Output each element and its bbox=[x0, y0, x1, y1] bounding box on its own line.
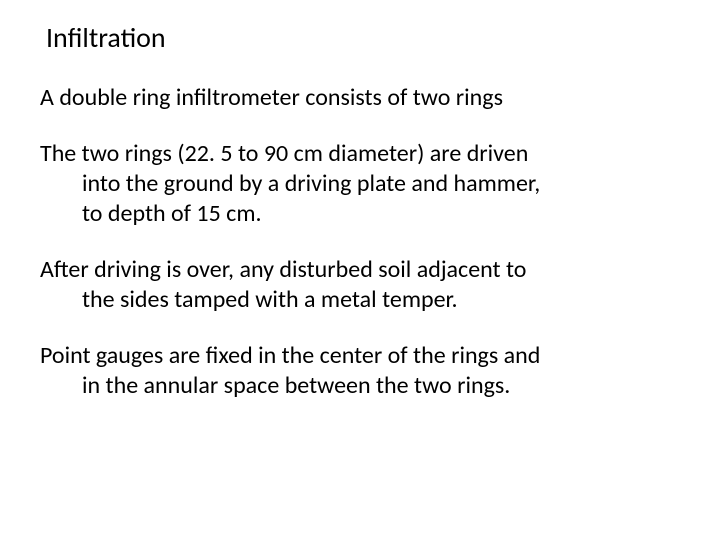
p2-line1: The two rings (22. 5 to 90 cm diameter) … bbox=[40, 139, 680, 169]
slide-body: A double ring infiltrometer consists of … bbox=[40, 83, 680, 401]
paragraph-4: Point gauges are fixed in the center of … bbox=[40, 341, 680, 401]
p2-line2: into the ground by a driving plate and h… bbox=[40, 169, 680, 199]
p4-line2: in the annular space between the two rin… bbox=[40, 371, 680, 401]
p1-line1: A double ring infiltrometer consists of … bbox=[40, 83, 680, 113]
p3-line2: the sides tamped with a metal temper. bbox=[40, 285, 680, 315]
slide-container: Infiltration A double ring infiltrometer… bbox=[0, 0, 720, 540]
paragraph-3: After driving is over, any disturbed soi… bbox=[40, 255, 680, 315]
slide-title: Infiltration bbox=[40, 20, 680, 55]
p2-line3: to depth of 15 cm. bbox=[40, 199, 680, 229]
p3-line1: After driving is over, any disturbed soi… bbox=[40, 255, 680, 285]
p4-line1: Point gauges are fixed in the center of … bbox=[40, 341, 680, 371]
paragraph-1: A double ring infiltrometer consists of … bbox=[40, 83, 680, 113]
paragraph-2: The two rings (22. 5 to 90 cm diameter) … bbox=[40, 139, 680, 229]
